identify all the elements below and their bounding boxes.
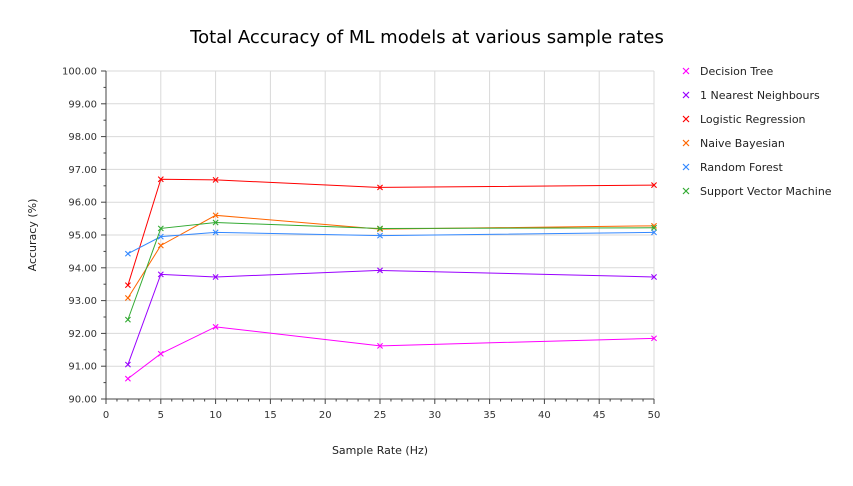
x-tick-label: 50: [648, 410, 661, 421]
x-tick-label: 35: [483, 410, 496, 421]
series-naive-bayesian: [124, 212, 657, 301]
y-tick-label: 90.00: [68, 395, 97, 406]
data-point: [157, 176, 164, 183]
legend-item: Logistic Regression: [682, 113, 806, 126]
data-point: [651, 229, 657, 236]
legend-label: Naive Bayesian: [700, 137, 785, 150]
y-tick-label: 91.00: [68, 362, 97, 373]
series-logistic-regression: [124, 176, 657, 289]
data-point: [157, 225, 164, 232]
legend-item: Support Vector Machine: [682, 185, 832, 198]
series-support-vector-machine: [124, 219, 657, 323]
data-point: [212, 273, 219, 280]
data-point: [377, 342, 383, 349]
data-point: [377, 184, 383, 191]
x-tick-label: 0: [103, 410, 109, 421]
legend-marker: [682, 139, 690, 147]
data-point: [157, 271, 164, 278]
legend-marker: [682, 187, 690, 195]
x-tick-label: 10: [209, 410, 222, 421]
y-tick-label: 95.00: [68, 231, 97, 242]
legend-item: Naive Bayesian: [682, 137, 785, 150]
y-axis-label: Accuracy (%): [26, 199, 39, 272]
data-point: [377, 232, 383, 239]
data-point: [124, 361, 131, 368]
data-point: [157, 242, 164, 249]
y-tick-label: 96.00: [68, 198, 97, 209]
legend-item: Random Forest: [682, 161, 783, 174]
data-point: [212, 229, 219, 236]
y-tick-label: 97.00: [68, 165, 97, 176]
legend-item: Decision Tree: [682, 65, 773, 78]
series-layer: [124, 176, 657, 382]
x-tick-label: 45: [593, 410, 606, 421]
legend-item: 1 Nearest Neighbours: [682, 89, 820, 102]
data-point: [651, 335, 657, 342]
x-tick-label: 30: [428, 410, 441, 421]
data-point: [651, 273, 657, 280]
data-point: [124, 250, 131, 257]
series-line: [127, 178, 655, 286]
data-point: [157, 233, 164, 240]
data-point: [212, 323, 219, 330]
data-point: [124, 375, 131, 382]
data-point: [212, 219, 219, 226]
y-tick-label: 100.00: [62, 67, 97, 78]
data-point: [377, 267, 383, 274]
series-line: [127, 326, 655, 380]
y-tick-label: 93.00: [68, 296, 97, 307]
chart-title: Total Accuracy of ML models at various s…: [189, 27, 664, 48]
legend-label: 1 Nearest Neighbours: [700, 89, 820, 102]
series-decision-tree: [124, 323, 657, 382]
series-1-nearest-neighbours: [124, 267, 657, 368]
data-point: [651, 224, 657, 231]
data-point: [157, 350, 164, 357]
legend-label: Random Forest: [700, 161, 783, 174]
data-point: [124, 294, 131, 301]
grid-lines: [106, 70, 655, 399]
series-random-forest: [124, 229, 657, 257]
y-tick-label: 98.00: [68, 132, 97, 143]
y-tick-label: 99.00: [68, 99, 97, 110]
series-line: [127, 231, 655, 255]
y-tick-label: 92.00: [68, 329, 97, 340]
series-line: [127, 269, 655, 365]
x-axis-label: Sample Rate (Hz): [332, 444, 428, 457]
data-point: [212, 212, 219, 219]
legend-label: Support Vector Machine: [700, 185, 832, 198]
legend-marker: [682, 91, 690, 99]
data-point: [124, 282, 131, 289]
legend: Decision Tree 1 Nearest Neighbours Logisti…: [682, 65, 832, 198]
x-tick-label: 40: [538, 410, 551, 421]
x-tick-label: 25: [374, 410, 387, 421]
data-point: [377, 225, 383, 232]
axes: 0 5 10 15 20 25 30 35 40 45 50 90.00 91.00 92.00 93.00…: [62, 67, 660, 422]
data-point: [212, 176, 219, 183]
legend-label: Decision Tree: [700, 65, 773, 78]
x-tick-label: 20: [319, 410, 332, 421]
legend-marker: [682, 115, 690, 123]
data-point: [651, 182, 657, 189]
x-tick-label: 5: [158, 410, 164, 421]
legend-marker: [682, 163, 690, 171]
legend-marker: [682, 67, 690, 75]
legend-label: Logistic Regression: [700, 113, 806, 126]
y-tick-label: 94.00: [68, 263, 97, 274]
x-tick-label: 15: [264, 410, 277, 421]
data-point: [124, 316, 131, 323]
